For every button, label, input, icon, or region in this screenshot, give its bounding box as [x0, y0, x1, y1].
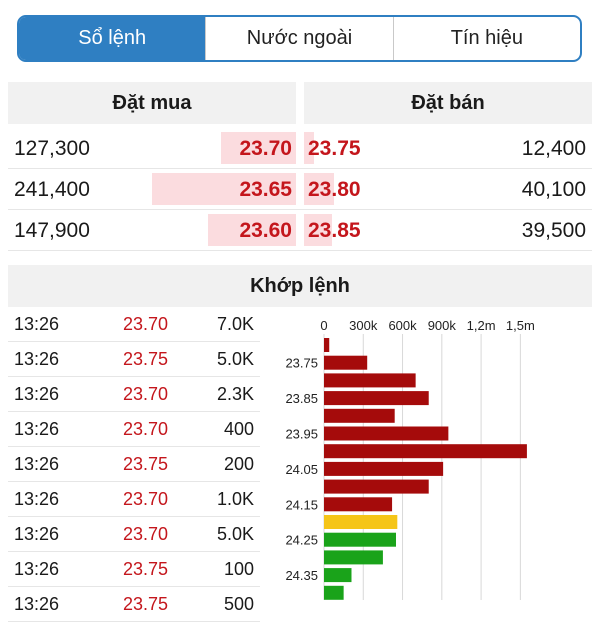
- buy-volume: 127,300: [14, 137, 90, 160]
- trade-volume: 400: [223, 419, 254, 439]
- volume-bar: [324, 585, 344, 600]
- volume-bar: [324, 532, 396, 547]
- trade-price: 23.75: [123, 349, 169, 369]
- trade-row: 13:26 23.70 2.3K: [8, 377, 260, 412]
- matched-orders-list: 13:26 23.70 7.0K 13:26 23.75 5.0K 13:26 23.70…: [8, 307, 260, 622]
- trade-price: 23.75: [123, 559, 169, 579]
- trade-price: 23.70: [123, 314, 169, 334]
- tab-foreign[interactable]: Nước ngoài: [205, 17, 392, 60]
- x-tick-label: 0: [320, 318, 327, 333]
- sell-volume: 12,400: [521, 137, 586, 160]
- y-tick-label: 24.25: [285, 533, 318, 548]
- volume-by-price-svg: 0 300k 600k 900k 1,2m 1,5m 23.75 23.85 23.95 24.0…: [285, 318, 535, 604]
- sell-price[interactable]: 23.80: [308, 178, 361, 201]
- sell-price[interactable]: 23.85: [308, 219, 361, 242]
- trade-time: 13:26: [14, 559, 60, 579]
- x-tick-label: 1,5m: [506, 318, 535, 333]
- trade-price: 23.70: [123, 419, 169, 439]
- matched-orders-header: Khớp lệnh: [8, 265, 592, 307]
- y-tick-label: 24.15: [285, 497, 318, 512]
- volume-bar: [324, 568, 352, 583]
- volume-bar: [324, 373, 416, 388]
- trade-volume: 1.0K: [216, 489, 254, 509]
- buy-volume: 147,900: [14, 219, 90, 242]
- trade-time: 13:26: [14, 489, 60, 509]
- trade-row: 13:26 23.70 400: [8, 412, 260, 447]
- volume-bar: [324, 461, 444, 476]
- trade-price: 23.70: [123, 384, 169, 404]
- tab-order-book[interactable]: Sổ lệnh: [19, 17, 206, 60]
- volume-bar: [324, 550, 383, 565]
- buy-price[interactable]: 23.60: [239, 219, 292, 242]
- trade-time: 13:26: [14, 524, 60, 544]
- trade-time: 13:26: [14, 454, 60, 474]
- trade-time: 13:26: [14, 349, 60, 369]
- volume-bar: [324, 338, 330, 352]
- volume-bar: [324, 426, 449, 441]
- trade-time: 13:26: [14, 314, 60, 334]
- y-tick-label: 23.85: [285, 391, 318, 406]
- orderbook-row: 127,300 23.70 23.75 12,400: [8, 128, 592, 169]
- volume-bar: [324, 444, 527, 459]
- tab-bar: Sổ lệnh Nước ngoài Tín hiệu: [17, 15, 582, 62]
- trade-row: 13:26 23.75 200: [8, 447, 260, 482]
- trade-row: 13:26 23.70 5.0K: [8, 517, 260, 552]
- volume-by-price-chart: 0 300k 600k 900k 1,2m 1,5m 23.75 23.85 23.95 24.0…: [270, 310, 592, 605]
- trade-price: 23.70: [123, 489, 169, 509]
- trade-time: 13:26: [14, 594, 60, 614]
- trade-row: 13:26 23.70 1.0K: [8, 482, 260, 517]
- tab-signals[interactable]: Tín hiệu: [392, 17, 580, 60]
- sell-price[interactable]: 23.75: [308, 137, 361, 160]
- trade-time: 13:26: [14, 419, 60, 439]
- trade-row: 13:26 23.75 500: [8, 587, 260, 622]
- x-tick-label: 300k: [349, 318, 378, 333]
- sell-volume: 39,500: [521, 219, 586, 242]
- trade-row: 13:26 23.70 7.0K: [8, 307, 260, 342]
- y-tick-label: 24.35: [285, 568, 318, 583]
- orderbook-row: 147,900 23.60 23.85 39,500: [8, 210, 592, 251]
- sell-depth-bar: [304, 214, 332, 246]
- trade-volume: 500: [223, 594, 254, 614]
- trade-volume: 2.3K: [216, 384, 254, 404]
- buy-price[interactable]: 23.70: [239, 137, 292, 160]
- trade-price: 23.70: [123, 524, 169, 544]
- sell-orders-header: Đặt bán: [304, 82, 592, 124]
- trade-price: 23.75: [123, 454, 169, 474]
- volume-bar: [324, 408, 395, 423]
- trade-row: 13:26 23.75 5.0K: [8, 342, 260, 377]
- y-tick-label: 23.95: [285, 427, 318, 442]
- sell-volume: 40,100: [521, 178, 586, 201]
- volume-bar: [324, 391, 429, 406]
- volume-bar: [324, 479, 429, 494]
- x-tick-label: 900k: [428, 318, 457, 333]
- buy-depth-bar: [152, 173, 296, 205]
- trade-volume: 5.0K: [216, 349, 254, 369]
- y-tick-label: 23.75: [285, 356, 318, 371]
- sell-depth-bar: [304, 132, 314, 164]
- x-tick-label: 1,2m: [467, 318, 496, 333]
- volume-bar: [324, 355, 368, 370]
- volume-bar: [324, 515, 398, 529]
- trade-row: 13:26 23.75 100: [8, 552, 260, 587]
- buy-orders-header: Đặt mua: [8, 82, 296, 124]
- trade-volume: 200: [223, 454, 254, 474]
- buy-depth-bar: [221, 132, 296, 164]
- x-tick-label: 600k: [388, 318, 417, 333]
- buy-depth-bar: [208, 214, 296, 246]
- y-tick-label: 24.05: [285, 462, 318, 477]
- buy-volume: 241,400: [14, 178, 90, 201]
- volume-bar: [324, 497, 393, 512]
- trade-volume: 100: [223, 559, 254, 579]
- buy-price[interactable]: 23.65: [239, 178, 292, 201]
- trade-volume: 5.0K: [216, 524, 254, 544]
- trade-volume: 7.0K: [216, 314, 254, 334]
- sell-depth-bar: [304, 173, 334, 205]
- orderbook-row: 241,400 23.65 23.80 40,100: [8, 169, 592, 210]
- trade-price: 23.75: [123, 594, 169, 614]
- trade-time: 13:26: [14, 384, 60, 404]
